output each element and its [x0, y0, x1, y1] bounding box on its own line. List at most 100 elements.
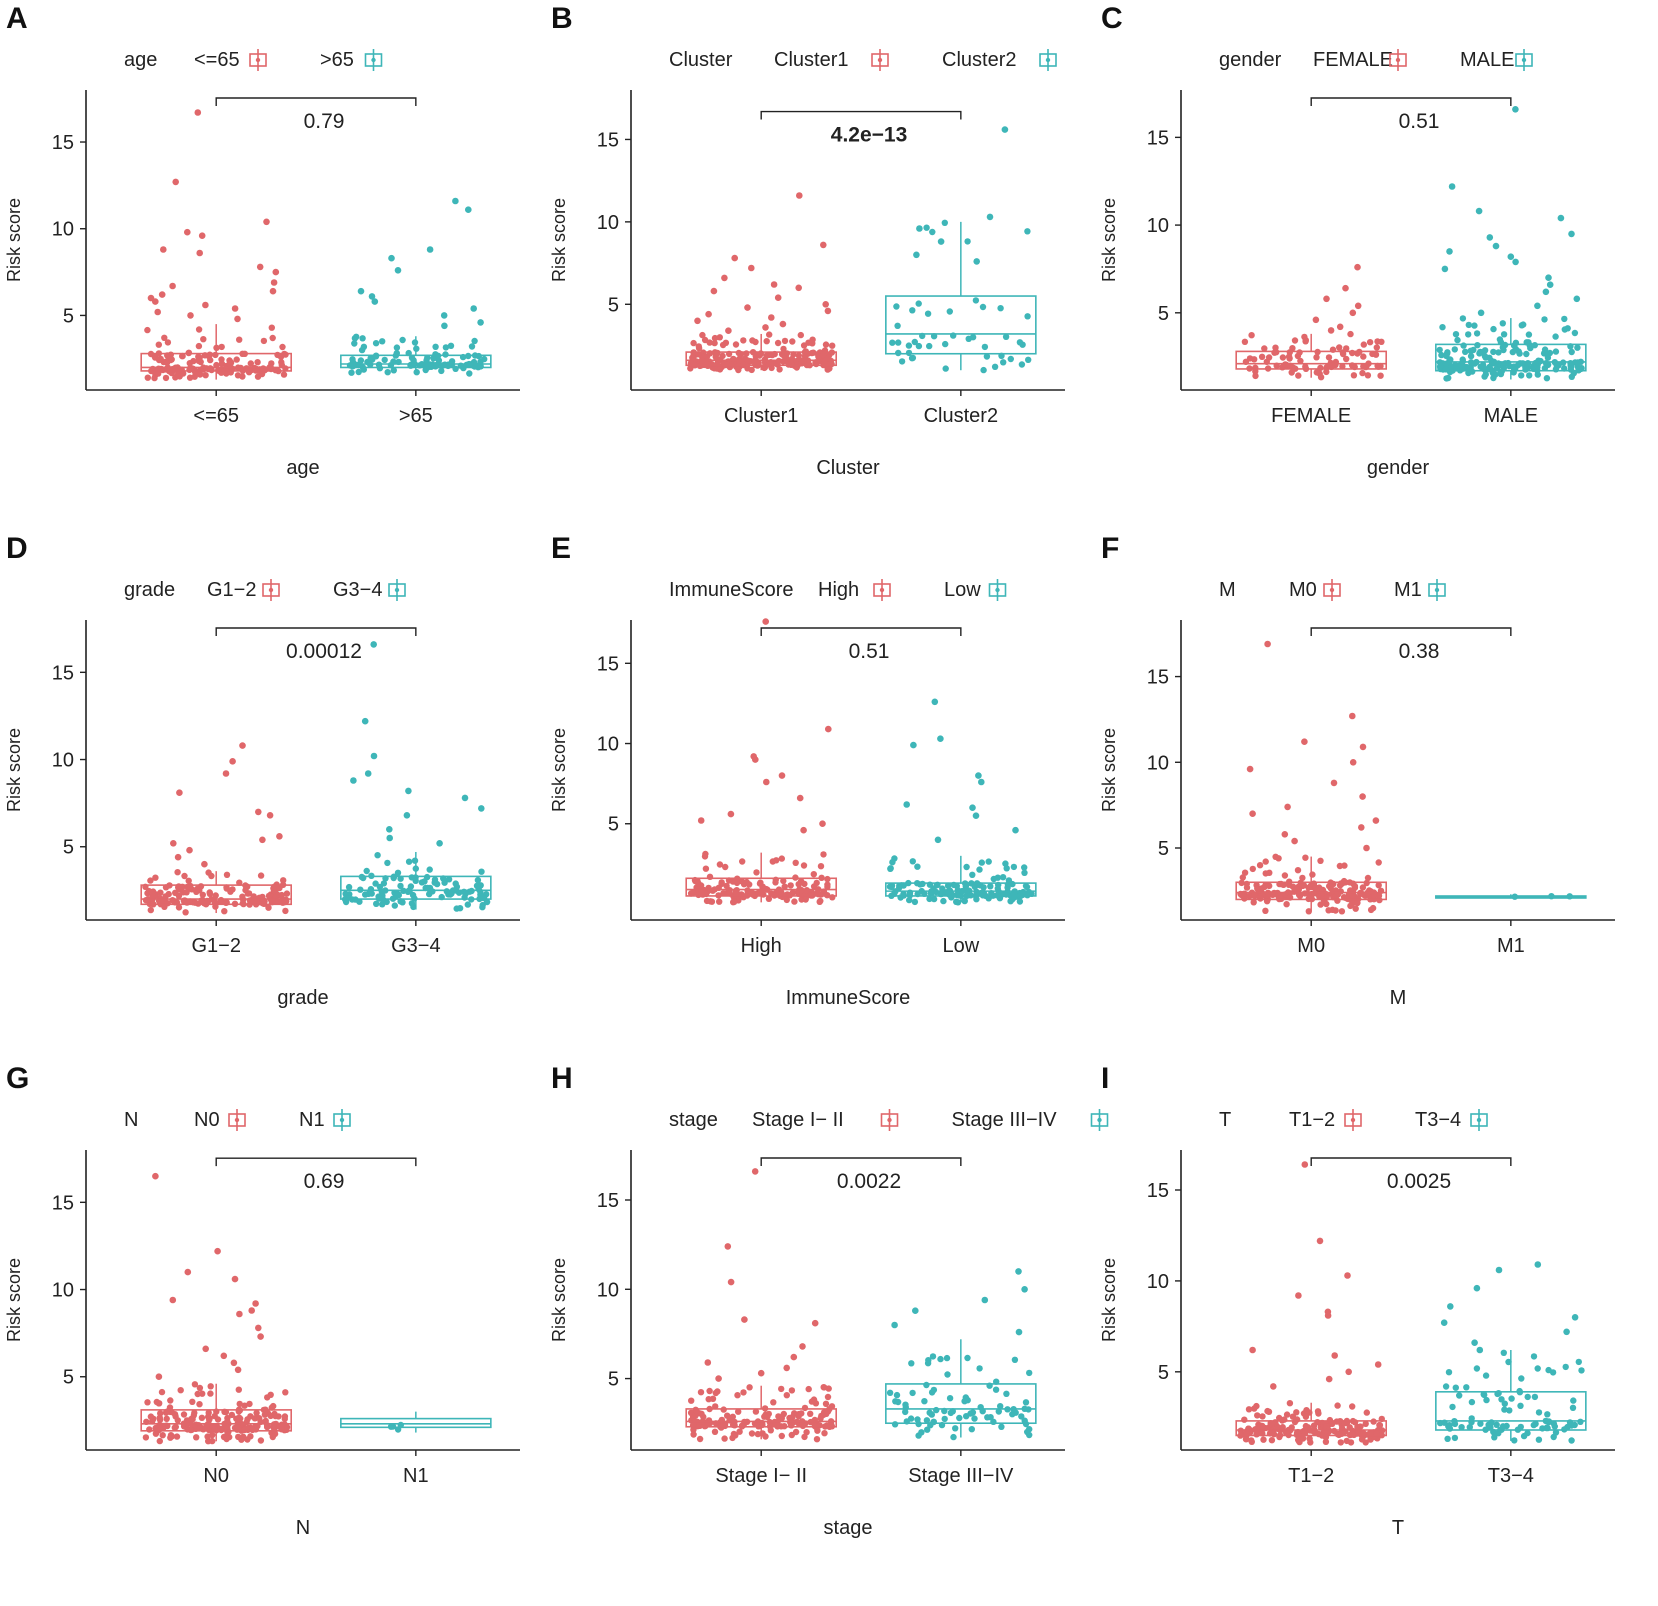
- data-point: [207, 356, 214, 364]
- data-point: [348, 369, 355, 376]
- data-point: [1350, 372, 1358, 379]
- data-point: [1500, 331, 1508, 338]
- data-point: [1279, 354, 1287, 361]
- data-point: [1284, 1427, 1292, 1435]
- outlier-point: [1534, 302, 1541, 310]
- legend-label: M0: [1289, 579, 1317, 601]
- data-point: [1377, 372, 1384, 379]
- data-point: [909, 1389, 916, 1397]
- significance-bracket: [215, 1157, 417, 1167]
- data-point: [1325, 354, 1333, 361]
- legend-label: G3−4: [333, 579, 382, 601]
- p-value: 4.2e−13: [831, 124, 908, 147]
- data-point: [1544, 1411, 1551, 1418]
- outlier-point: [822, 301, 829, 308]
- data-point: [468, 343, 476, 350]
- significance-bracket: [1310, 627, 1512, 636]
- outlier-point: [169, 1296, 177, 1304]
- data-point: [175, 883, 182, 890]
- data-point: [716, 365, 723, 372]
- data-point: [915, 300, 922, 307]
- y-tick-label: 5: [608, 814, 619, 836]
- data-point: [1535, 1409, 1543, 1416]
- data-point: [1483, 1396, 1490, 1404]
- data-point: [1012, 1409, 1019, 1416]
- data-point: [761, 364, 768, 372]
- legend: ImmuneScore High Low: [669, 579, 1007, 601]
- data-point: [930, 1418, 937, 1426]
- data-point: [921, 1398, 928, 1405]
- data-point: [1259, 1422, 1266, 1430]
- data-point: [180, 1411, 188, 1418]
- legend-title: Cluster: [669, 49, 733, 71]
- data-point: [212, 892, 219, 899]
- data-point: [211, 899, 219, 907]
- data-point: [780, 1410, 787, 1418]
- data-point: [159, 1432, 166, 1439]
- data-point: [1347, 902, 1354, 910]
- data-point: [1372, 351, 1380, 358]
- data-point: [147, 906, 154, 914]
- data-point: [800, 862, 808, 869]
- data-point: [235, 1386, 242, 1393]
- data-point: [239, 900, 246, 907]
- data-point: [1445, 374, 1452, 382]
- data-point: [1449, 1403, 1456, 1411]
- y-tick-label: 5: [1158, 303, 1169, 325]
- data-point: [167, 1397, 174, 1404]
- legend-key-dot: [1476, 1117, 1482, 1123]
- data-point: [1021, 869, 1028, 876]
- data-point: [1260, 1436, 1267, 1443]
- legend-key-dot: [1329, 587, 1335, 593]
- legend-key: [1039, 49, 1057, 71]
- y-tick-label: 15: [597, 653, 619, 675]
- data-point: [887, 865, 894, 872]
- box: [1435, 1391, 1587, 1431]
- data-point: [930, 895, 938, 903]
- outlier-point: [388, 254, 395, 262]
- data-point: [911, 898, 919, 906]
- data-point: [1451, 346, 1458, 353]
- data-point: [787, 882, 794, 889]
- y-tick-label: 15: [1147, 127, 1169, 149]
- data-point: [1531, 1393, 1539, 1401]
- data-point: [718, 1424, 725, 1431]
- data-point: [810, 871, 817, 878]
- data-point: [146, 1426, 153, 1433]
- data-point: [209, 1437, 216, 1445]
- data-point: [345, 883, 353, 891]
- data-point: [1496, 336, 1504, 343]
- data-point: [196, 1401, 203, 1408]
- series-1: [1235, 1161, 1387, 1446]
- y-tick-label: 15: [597, 1190, 619, 1212]
- outlier-point: [937, 735, 944, 742]
- data-point: [456, 905, 464, 912]
- outlier-point: [986, 213, 994, 221]
- x-tick-label: N0: [203, 1465, 229, 1487]
- outlier-point: [1344, 1272, 1351, 1279]
- box: [340, 354, 492, 369]
- outlier-point: [174, 853, 182, 861]
- data-point: [233, 356, 240, 363]
- data-point: [1301, 890, 1309, 897]
- data-point: [765, 895, 773, 902]
- data-point: [1552, 348, 1560, 355]
- p-value: 0.69: [304, 1170, 345, 1193]
- data-point: [817, 897, 824, 905]
- outlier-point: [176, 789, 183, 796]
- data-point: [190, 1412, 197, 1419]
- legend-key-dot: [339, 1117, 345, 1123]
- data-point: [1302, 854, 1309, 861]
- legend-key-dot: [995, 587, 1000, 593]
- data-point: [152, 874, 159, 881]
- outlier-point: [263, 218, 270, 226]
- data-point: [702, 850, 709, 858]
- panel-label: A: [6, 2, 28, 35]
- data-point: [474, 876, 482, 884]
- data-point: [824, 875, 831, 883]
- box: [685, 1408, 837, 1428]
- data-point: [791, 898, 798, 905]
- outlier-point: [1246, 765, 1254, 773]
- x-axis-label: T: [1392, 1517, 1404, 1539]
- data-point: [1000, 359, 1007, 366]
